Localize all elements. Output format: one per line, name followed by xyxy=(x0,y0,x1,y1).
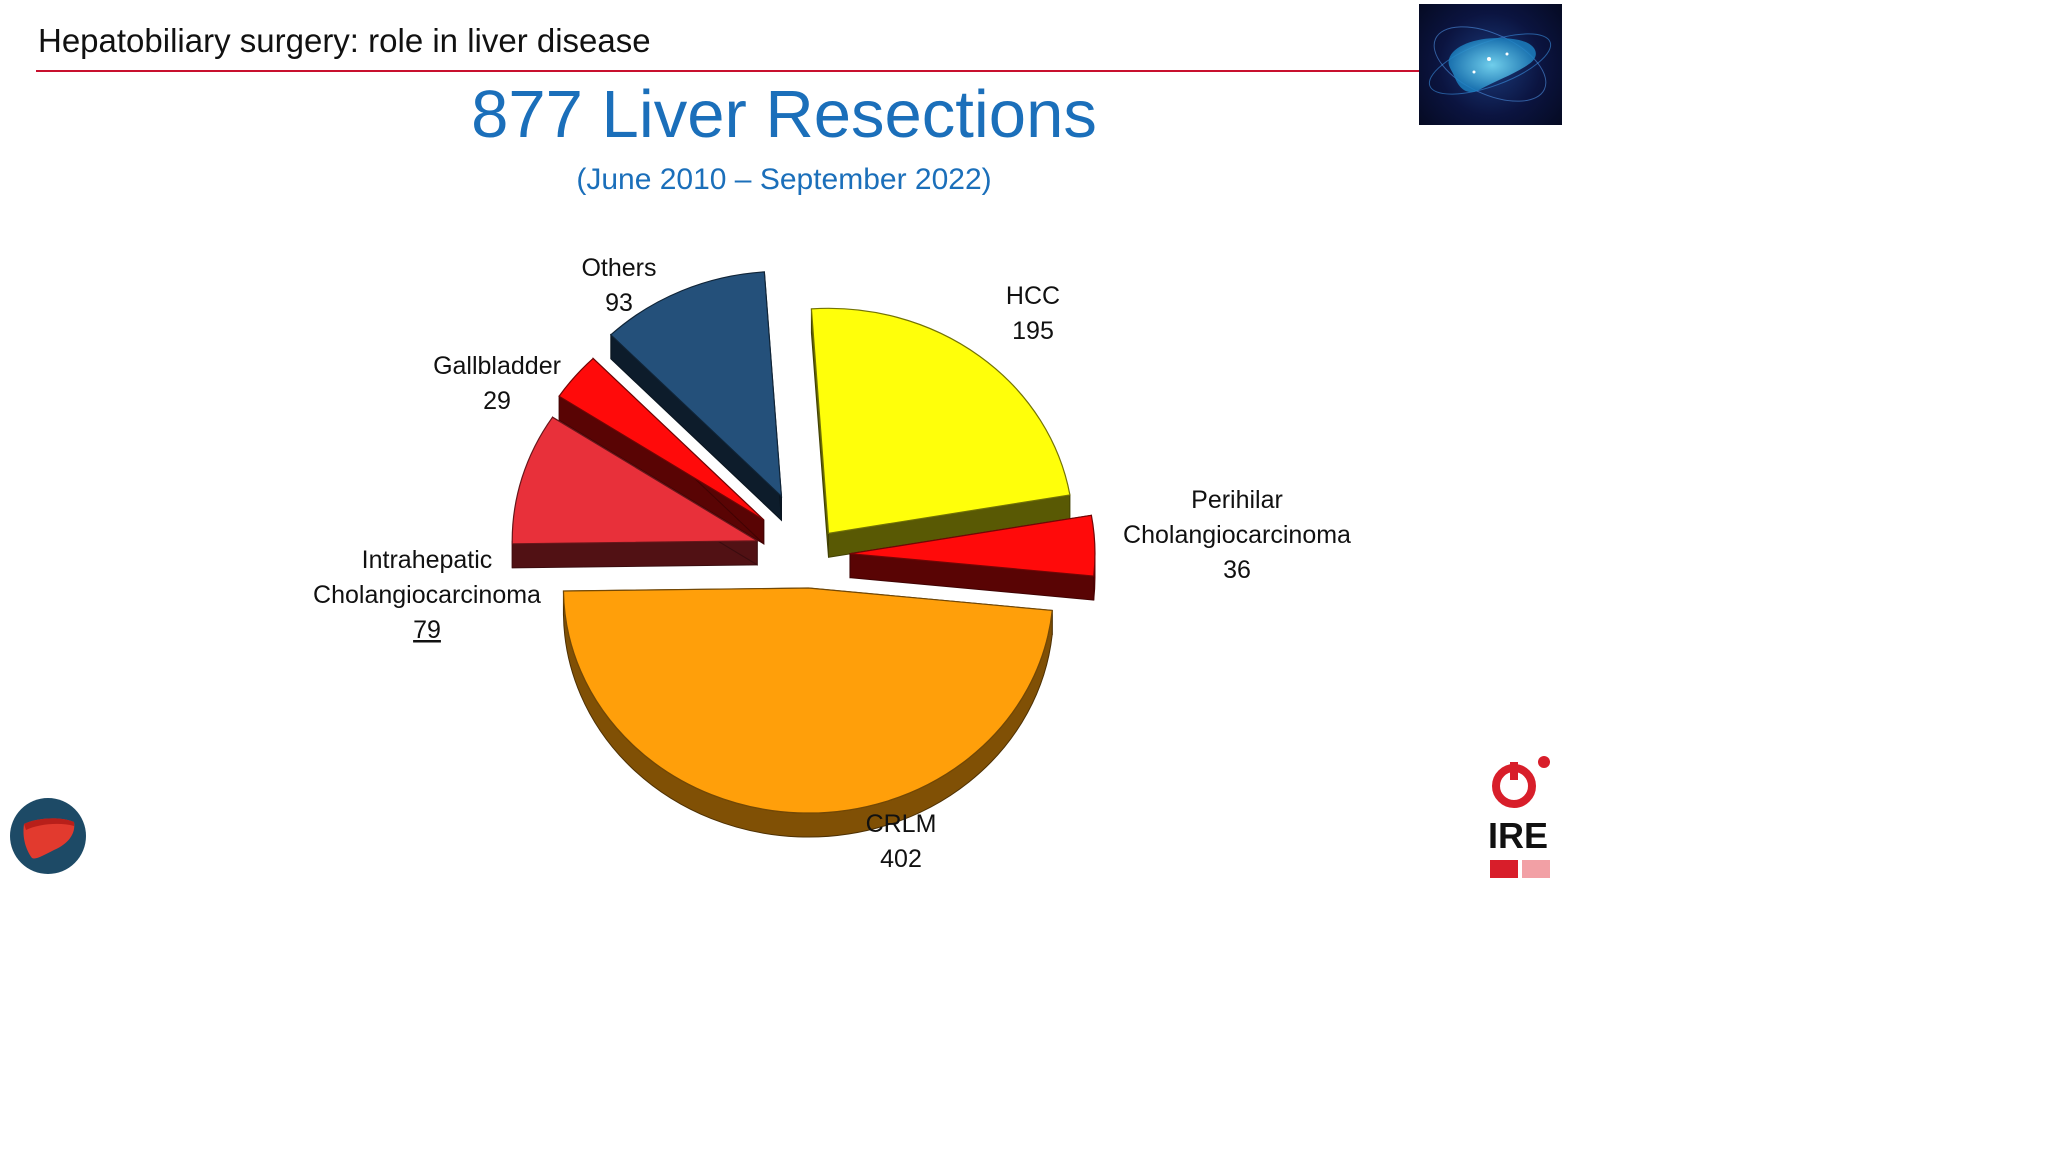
ire-logo: IRE xyxy=(1486,752,1556,882)
label-name: Gallbladder xyxy=(433,352,561,380)
label-gallbladder: Gallbladder 29 xyxy=(433,352,561,415)
label-name: CRLM xyxy=(866,810,937,838)
slide-title: 877 Liver Resections xyxy=(471,77,1097,152)
slice-top xyxy=(810,307,1071,535)
label-name: Cholangiocarcinoma xyxy=(313,581,541,609)
slice-gallbladder xyxy=(558,357,765,546)
pie-slices xyxy=(511,271,1096,838)
liver-hologram-icon xyxy=(1419,4,1562,125)
label-name: Cholangiocarcinoma xyxy=(1123,521,1351,549)
ire-logo-text: IRE xyxy=(1488,815,1548,856)
label-crlm: CRLM 402 xyxy=(866,810,937,873)
header-divider xyxy=(36,70,1420,72)
slice-intrahepatic xyxy=(511,416,760,569)
slice-top xyxy=(849,514,1096,577)
liver-icon xyxy=(10,798,86,874)
slice-top xyxy=(609,271,783,498)
slice-top xyxy=(562,587,1053,814)
label-value: 29 xyxy=(483,387,511,415)
slice-others xyxy=(609,271,783,522)
slice-side-wall xyxy=(511,540,758,569)
label-value: 195 xyxy=(1012,317,1054,345)
slide-subtitle: (June 2010 – September 2022) xyxy=(576,163,992,196)
slice-crlm xyxy=(562,587,1053,838)
label-value: 93 xyxy=(605,289,633,317)
label-name: Intrahepatic xyxy=(362,546,493,574)
slice-perihilar xyxy=(849,514,1096,601)
slice-hcc xyxy=(810,307,1071,558)
label-others: Others 93 xyxy=(581,254,656,317)
slice-top xyxy=(558,357,765,521)
label-name: HCC xyxy=(1006,282,1060,310)
label-intrahepatic: Intrahepatic Cholangiocarcinoma 79 xyxy=(313,546,541,644)
slice-labels: HCC 195 Perihilar Cholangiocarcinoma 36 CRLM 4… xyxy=(313,254,1351,873)
label-value: 402 xyxy=(880,845,922,873)
label-name: Others xyxy=(581,254,656,282)
label-value: 36 xyxy=(1223,556,1251,584)
label-perihilar: Perihilar Cholangiocarcinoma 36 xyxy=(1123,486,1351,584)
label-hcc: HCC 195 xyxy=(1006,282,1060,345)
slice-top xyxy=(511,416,760,545)
header-title: Hepatobiliary surgery: role in liver dis… xyxy=(38,22,651,59)
label-name: Perihilar xyxy=(1191,486,1283,514)
label-value: 79 xyxy=(413,616,441,644)
pie-chart: HCC 195 Perihilar Cholangiocarcinoma 36 CRLM 4… xyxy=(313,254,1351,873)
